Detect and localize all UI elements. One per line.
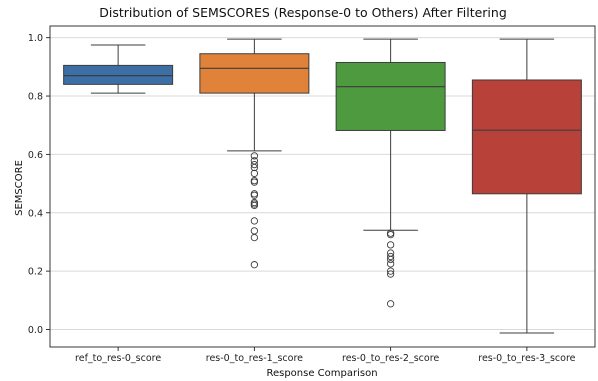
- outlier-point: [250, 163, 259, 172]
- outlier-point: [250, 160, 259, 169]
- outlier-point: [250, 169, 259, 178]
- y-tick-label: 0.6: [28, 150, 43, 161]
- box-res-0_to_res-2_score: [335, 38, 446, 308]
- plot-frame: [49, 25, 596, 348]
- outlier-point: [386, 229, 395, 237]
- outlier-point: [250, 233, 259, 242]
- box-res-0_to_res-3_score: [471, 38, 582, 334]
- iqr-box: [63, 64, 174, 85]
- outlier-point: [386, 270, 395, 278]
- x-axis-label: Response Comparison: [266, 368, 377, 379]
- outlier-point: [386, 260, 395, 268]
- outlier-point: [250, 200, 259, 208]
- outlier-point: [386, 255, 395, 264]
- x-tick-label: res-0_to_res-3_score: [478, 353, 575, 364]
- y-tick-label: 0.0: [28, 325, 43, 336]
- y-tick-label: 1.0: [28, 33, 43, 44]
- chart-title: Distribution of SEMSCORES (Response-0 to…: [99, 5, 507, 20]
- outlier-point: [386, 241, 395, 249]
- y-axis-label: SEMSCORE: [14, 160, 25, 216]
- box-ref_to_res-0_score: [63, 44, 174, 94]
- outlier-point: [386, 267, 395, 275]
- y-tick-label: 0.2: [28, 267, 43, 278]
- outlier-point: [386, 252, 395, 261]
- x-tick-label: ref_to_res-0_score: [75, 353, 161, 364]
- outlier-point: [250, 201, 259, 210]
- outlier-point: [250, 177, 259, 185]
- x-tick-label: res-0_to_res-1_score: [206, 353, 303, 364]
- outlier-point: [250, 157, 259, 165]
- box-res-0_to_res-1_score: [199, 38, 310, 269]
- iqr-box: [335, 61, 446, 131]
- outlier-point: [250, 152, 259, 160]
- y-tick-label: 0.4: [28, 208, 43, 219]
- axes: 0.0 0.2 0.4 0.6 0.8 1.0 ref_to_res-0_score res-…: [28, 25, 596, 364]
- outlier-point: [386, 300, 395, 308]
- iqr-box: [471, 79, 582, 195]
- outlier-point: [250, 190, 259, 198]
- outlier-point: [250, 217, 259, 225]
- outlier-point: [250, 191, 259, 199]
- iqr-box: [199, 53, 310, 94]
- outlier-point: [250, 261, 259, 269]
- gridlines: [50, 37, 595, 330]
- outlier-point: [250, 227, 259, 235]
- x-tick-label: res-0_to_res-2_score: [342, 353, 439, 364]
- outlier-point: [386, 230, 395, 239]
- boxes: [63, 38, 582, 334]
- y-tick-label: 0.8: [28, 92, 43, 103]
- outlier-point: [250, 178, 259, 186]
